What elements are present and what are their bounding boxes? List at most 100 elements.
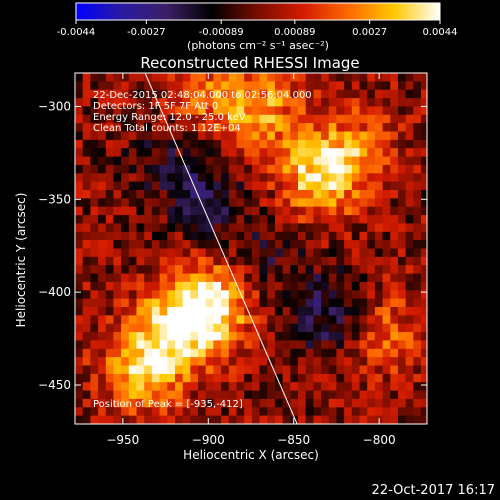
heatmap-cell [313, 148, 322, 158]
heatmap-cell [429, 282, 437, 291]
annotation-time-range: 22-Dec-2015 02:48:04.000 to 02:56:04.000 [93, 90, 312, 101]
heatmap-cell [429, 73, 437, 82]
heatmap-cell [382, 173, 391, 183]
heatmap-cell [351, 365, 361, 375]
heatmap-cell [144, 164, 153, 174]
heatmap-cell [413, 315, 422, 325]
heatmap-cell [228, 398, 238, 408]
heatmap-cell [244, 73, 253, 82]
heatmap-cell [167, 290, 176, 300]
heatmap-cell [128, 281, 138, 291]
heatmap-cell [159, 398, 168, 408]
heatmap-cell [136, 131, 145, 141]
heatmap-cell [421, 206, 427, 216]
heatmap-cell [75, 190, 84, 199]
heatmap-cell [398, 281, 407, 291]
heatmap-cell [167, 181, 176, 191]
heatmap-cell [98, 298, 107, 308]
heatmap-cell [313, 89, 322, 99]
heatmap-cell [75, 373, 84, 383]
heatmap-cell [221, 156, 230, 166]
heatmap-cell [113, 98, 122, 108]
heatmap-cell [98, 198, 107, 208]
heatmap-cell [121, 382, 130, 392]
heatmap-cell [274, 181, 284, 191]
heatmap-cell [151, 139, 161, 149]
heatmap-cell [90, 265, 99, 275]
heatmap-cell [182, 256, 191, 266]
heatmap-cell [190, 89, 199, 99]
heatmap-cell [298, 181, 307, 191]
heatmap-cell [159, 298, 168, 308]
heatmap-cell [151, 89, 161, 99]
heatmap-cell [228, 73, 238, 82]
heatmap-cell [159, 357, 168, 367]
heatmap-cell [298, 73, 307, 82]
heatmap-cell [136, 240, 145, 250]
heatmap-cell [359, 215, 368, 225]
heatmap-cell [182, 156, 191, 166]
heatmap-cell [413, 323, 422, 333]
heatmap-cell [98, 365, 107, 375]
heatmap-cell [390, 231, 399, 241]
heatmap-cell [167, 206, 176, 216]
heatmap-cell [205, 173, 214, 183]
heatmap-cell [144, 198, 153, 208]
heatmap-cell [198, 382, 207, 392]
heatmap-cell [113, 323, 122, 333]
heatmap-cell [298, 123, 307, 133]
heatmap-cell [213, 298, 222, 308]
heatmap-cell [398, 148, 407, 158]
heatmap-cell [229, 424, 237, 433]
heatmap-cell [90, 281, 99, 291]
heatmap-cell [290, 323, 299, 333]
heatmap-cell [190, 332, 199, 342]
heatmap-cell [82, 407, 91, 417]
heatmap-cell [274, 407, 284, 417]
heatmap-cell [190, 365, 199, 375]
heatmap-cell [75, 307, 84, 316]
heatmap-cell [405, 73, 414, 82]
heatmap-cell [221, 332, 230, 342]
heatmap-cell [251, 131, 261, 141]
heatmap-cell [228, 114, 238, 124]
heatmap-cell [90, 273, 99, 283]
heatmap-cell [429, 132, 437, 141]
heatmap-cell [151, 73, 161, 82]
heatmap-cell [136, 231, 145, 241]
heatmap-cell [167, 373, 176, 383]
heatmap-cell [205, 164, 214, 174]
heatmap-cell [205, 256, 214, 266]
heatmap-cell [175, 415, 184, 424]
heatmap-cell [298, 390, 307, 400]
heatmap-cell [374, 164, 384, 174]
heatmap-cell [321, 373, 330, 383]
heatmap-cell [421, 340, 427, 350]
heatmap-cell [251, 390, 261, 400]
heatmap-cell [121, 373, 130, 383]
heatmap-cell [351, 315, 361, 325]
heatmap-cell [390, 323, 399, 333]
heatmap-cell [382, 73, 391, 82]
heatmap-cell [221, 123, 230, 133]
heatmap-cell [351, 398, 361, 408]
heatmap-cell [390, 348, 399, 358]
heatmap-cell [313, 215, 322, 225]
heatmap-cell [221, 89, 230, 99]
heatmap-cell [144, 248, 153, 258]
heatmap-cell [221, 407, 230, 417]
heatmap-cell [429, 274, 437, 283]
heatmap-cell [167, 281, 176, 291]
heatmap-cell [405, 123, 414, 133]
heatmap-cell [90, 190, 99, 199]
heatmap-cell [98, 415, 107, 424]
heatmap-cell [267, 332, 276, 342]
heatmap-cell [413, 348, 422, 358]
heatmap-cell [82, 131, 91, 141]
heatmap-cell [113, 198, 122, 208]
heatmap-cell [205, 81, 214, 91]
heatmap-cell [290, 265, 299, 275]
heatmap-cell [413, 365, 422, 375]
heatmap-cell [267, 307, 276, 316]
heatmap-cell [136, 256, 145, 266]
